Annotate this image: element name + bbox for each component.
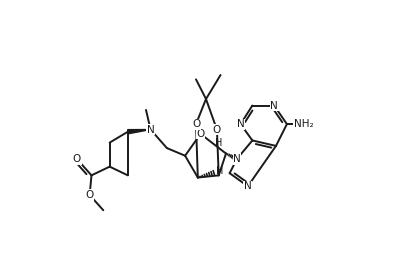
Text: N: N <box>270 101 278 110</box>
Text: NH₂: NH₂ <box>294 119 314 129</box>
Text: H: H <box>215 138 222 148</box>
Text: O: O <box>196 129 205 139</box>
Text: N: N <box>244 181 252 191</box>
Text: O: O <box>73 154 81 164</box>
Text: N: N <box>147 125 154 134</box>
Polygon shape <box>128 130 150 134</box>
Text: N: N <box>233 154 241 164</box>
Text: H: H <box>216 166 223 176</box>
Text: O: O <box>85 190 94 200</box>
Text: O: O <box>192 119 200 129</box>
Text: N: N <box>237 119 245 129</box>
Text: O: O <box>213 125 221 134</box>
